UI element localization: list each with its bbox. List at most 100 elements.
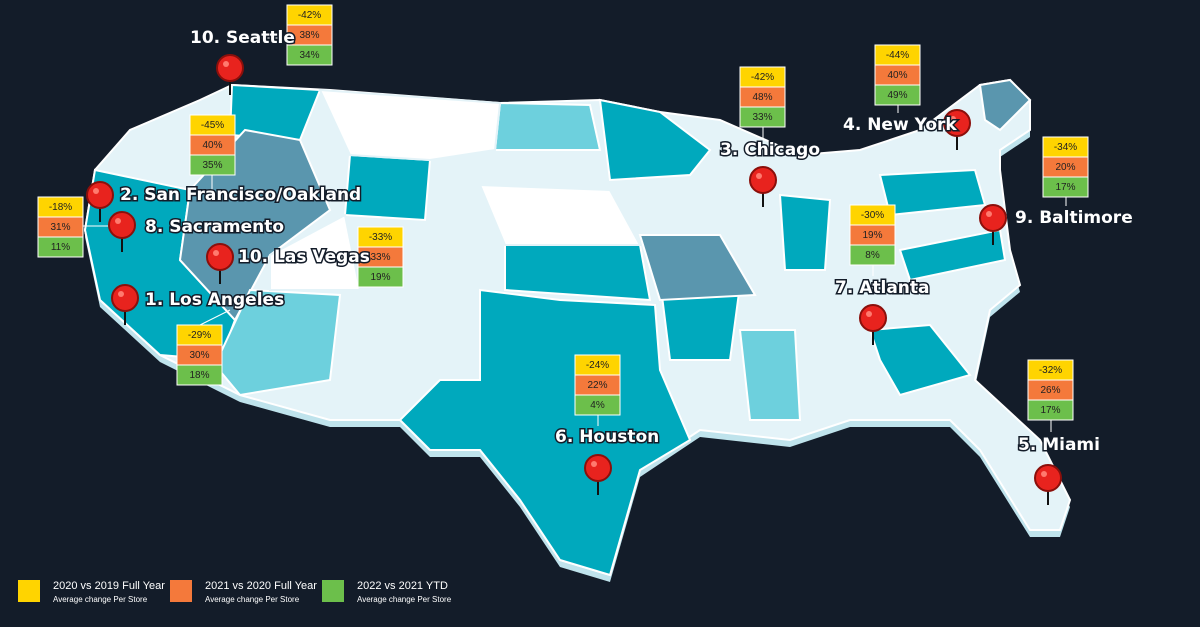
city-label: 3. Chicago [720,140,820,160]
pin-shine [213,250,219,256]
change-cell [357,266,404,288]
state [318,88,502,162]
city-label: 2. San Francisco/Oakland [120,185,361,205]
city-label: 5. Miami [1018,435,1100,455]
pin [111,284,139,312]
change-cell [176,364,223,386]
city-label: 6. Houston [555,427,659,447]
change-value: -44% [886,50,909,61]
change-value: -34% [1054,142,1077,153]
change-value: 38% [299,30,319,41]
change-cell [1027,399,1074,421]
legend-swatch [322,580,344,602]
change-value: 33% [752,112,772,123]
city: -18% 31% 11% 8. Sacramento [37,196,286,258]
change-value: 40% [202,140,222,151]
change-cell [286,44,333,66]
change-value: 17% [1055,182,1075,193]
state [504,244,652,302]
change-value: -42% [298,10,321,21]
pin [216,54,244,82]
legend-subtitle: Average change Per Store [357,595,452,604]
city-label: 7. Atlanta [835,278,930,298]
change-value: 35% [202,160,222,171]
state [738,329,802,421]
pin [584,454,612,482]
change-value: 19% [370,272,390,283]
city-label: 4. New York [843,115,957,135]
legend-subtitle: Average change Per Store [53,595,148,604]
change-value: 30% [189,350,209,361]
city: -29% 30% 18% 1. Los Angeles [111,284,286,386]
change-value: 34% [299,50,319,61]
change-cell [849,244,896,266]
pin-shine [866,311,872,317]
state [478,183,642,246]
city-label: 10. Seattle [190,28,295,48]
change-value: -33% [369,232,392,243]
pin-shine [950,116,956,122]
change-value: 4% [590,400,605,411]
city-label: 8. Sacramento [145,217,284,237]
state [778,193,832,271]
city: -42% 38% 34% 10. Seattle [189,4,333,95]
pin [1034,464,1062,492]
change-cell [574,394,621,416]
pin-shine [115,218,121,224]
city: -33% 33% 19%10. Las Vegas [206,226,404,288]
change-value: -30% [861,210,884,221]
pin-shine [223,61,229,67]
state [178,128,332,322]
change-value: 31% [50,222,70,233]
pin [206,243,234,271]
legend-swatch [170,580,192,602]
change-value: 26% [1040,385,1060,396]
state [598,98,712,182]
state [638,234,757,302]
state [898,228,1007,282]
change-cell [739,106,786,128]
legend-title: 2021 vs 2020 Full Year [205,580,317,592]
change-value: 17% [1040,405,1060,416]
city-label: 9. Baltimore [1015,208,1133,228]
city: -24% 22% 4% 6. Houston [554,354,661,495]
state [493,101,602,151]
change-value: -24% [586,360,609,371]
connector [199,309,231,326]
pin-shine [591,461,597,467]
city: -42% 48% 33% 3. Chicago [719,66,822,207]
pin-shine [118,291,124,297]
change-value: 40% [887,70,907,81]
change-cell [874,84,921,106]
change-cell [1042,176,1089,198]
change-value: -29% [188,330,211,341]
pin [979,204,1007,232]
state [978,78,1032,132]
change-cell [37,236,84,258]
change-value: 18% [189,370,209,381]
city-label: 10. Las Vegas [238,247,370,267]
change-value: 49% [887,90,907,101]
city: -30% 19% 8% 7. Atlanta [834,204,931,345]
legend-swatch [18,580,40,602]
change-value: -42% [751,72,774,83]
city: -45% 40% 35% 2. San Francisco/Oakland [86,114,363,222]
pin-shine [1041,471,1047,477]
change-value: 33% [370,252,390,263]
city: -44% 40% 49% 4. New York [842,44,971,150]
change-value: -45% [201,120,224,131]
pin-shine [93,188,99,194]
change-value: -32% [1039,365,1062,376]
change-cell [189,154,236,176]
change-value: -18% [49,202,72,213]
pin-shine [756,173,762,179]
city: -34% 20% 17% 9. Baltimore [979,136,1134,245]
change-value: 19% [862,230,882,241]
pin [108,211,136,239]
city-label: 1. Los Angeles [145,290,284,310]
pin [943,109,971,137]
change-value: 22% [587,380,607,391]
legend-title: 2020 vs 2019 Full Year [53,580,165,592]
